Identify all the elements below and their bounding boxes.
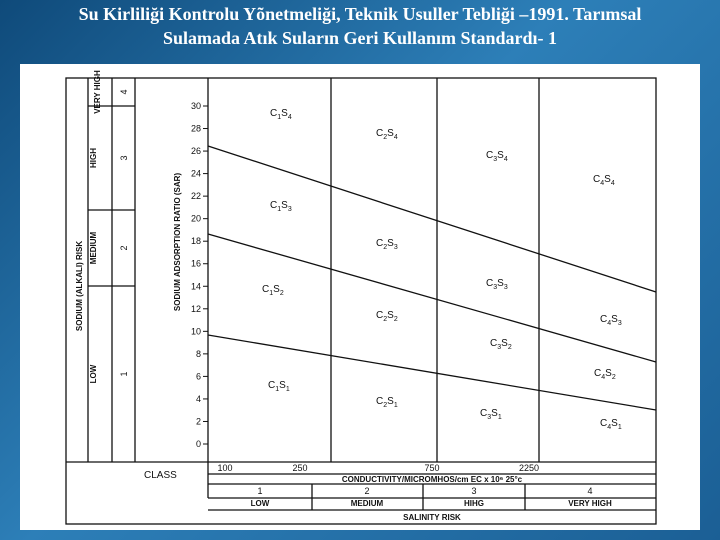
zone-label-c3s1: C3S1 (480, 408, 502, 421)
title-line-1: Su Kirliliği Kontrolu Yõnetmeliği, Tekni… (78, 4, 642, 24)
outer-frame (65, 77, 657, 525)
sar-axis-label: SODIUM ADSORPTION RATIO (SAR) (173, 173, 182, 312)
salinity-class-name-2: MEDIUM (351, 499, 384, 508)
y-tick-label: 18 (191, 236, 201, 246)
y-tick-label: 4 (196, 394, 201, 404)
zone-label-c2s2: C2S2 (376, 310, 398, 323)
y-tick-label: 0 (196, 439, 201, 449)
salinity-class-number-4: 4 (587, 486, 592, 496)
salinity-class-name-1: LOW (251, 499, 270, 508)
y-tick-label: 10 (191, 326, 201, 336)
zone-label-c1s4: C1S4 (270, 108, 292, 121)
sodium-class-number-3: 3 (119, 155, 129, 160)
salinity-class-name-3: HIHG (464, 499, 484, 508)
salinity-class-name-4: VERY HIGH (568, 499, 612, 508)
salinity-class-number-1: 1 (257, 486, 262, 496)
y-tick-marks (203, 105, 208, 445)
sodium-class-number-2: 2 (119, 245, 129, 250)
zone-label-c2s3: C2S3 (376, 238, 398, 251)
title-line-2: Sulamada Atık Suların Geri Kullanım Stan… (162, 28, 558, 48)
zone-label-c3s3: C3S3 (486, 278, 508, 291)
salinity-class-number-3: 3 (471, 486, 476, 496)
conductivity-axis-label: CONDUCTIVITY/MICROMHOS/cm EC x 10⁶ 25°c (342, 475, 523, 484)
y-tick-label: 22 (191, 191, 201, 201)
zone-label-c2s4: C2S4 (376, 128, 398, 141)
salinity-class-number-2: 2 (364, 486, 369, 496)
salinity-sodium-diagram: 0 2 4 6 8 10 12 14 16 18 20 22 24 26 28 30 SODIUM (ALKA… (20, 64, 700, 530)
zone-label-c2s1: C2S1 (376, 396, 398, 409)
y-tick-label: 8 (196, 349, 201, 359)
x-tick-750: 750 (424, 463, 439, 473)
y-tick-label: 30 (191, 101, 201, 111)
boundary-s2-s1 (207, 334, 657, 411)
y-tick-label: 12 (191, 304, 201, 314)
zone-label-c4s1: C4S1 (600, 418, 622, 431)
y-tick-label: 2 (196, 416, 201, 426)
y-tick-label: 14 (191, 281, 201, 291)
sodium-risk-axis-label: SODIUM (ALKALI) RISK (75, 241, 84, 331)
y-tick-label: 24 (191, 169, 201, 179)
y-tick-label: 28 (191, 124, 201, 134)
class-label: CLASS (144, 470, 177, 481)
sodium-class-number-1: 1 (119, 371, 129, 376)
y-tick-label: 26 (191, 146, 201, 156)
sodium-class-name-2: MEDIUM (89, 231, 98, 264)
zone-label-c3s2: C3S2 (490, 338, 512, 351)
sodium-class-number-4: 4 (119, 89, 129, 94)
zone-label-c4s4: C4S4 (593, 174, 615, 187)
zone-label-c1s3: C1S3 (270, 200, 292, 213)
zone-label-c4s3: C4S3 (600, 314, 622, 327)
salinity-risk-label: SALINITY RISK (403, 513, 461, 522)
sodium-class-name-1: LOW (89, 364, 98, 383)
sodium-class-name-4: VERY HIGH (93, 70, 102, 114)
boundary-s4-s3 (207, 145, 657, 293)
zone-label-c1s1: C1S1 (268, 380, 290, 393)
y-tick-label: 16 (191, 259, 201, 269)
zone-label-c3s4: C3S4 (486, 150, 508, 163)
y-tick-label: 20 (191, 214, 201, 224)
boundary-s3-s2 (207, 233, 657, 363)
y-tick-label: 6 (196, 371, 201, 381)
zone-label-c4s2: C4S2 (594, 368, 616, 381)
x-tick-100: 100 (217, 463, 232, 473)
slide-title: Su Kirliliği Kontrolu Yõnetmeliği, Tekni… (0, 2, 720, 50)
zone-label-c1s2: C1S2 (262, 284, 284, 297)
zone-labels: C1S4 C2S4 C3S4 C4S4 C1S3 C2S3 C3S3 C4S3 C1S2 C2S2… (262, 108, 622, 431)
sodium-class-name-3: HIGH (89, 148, 98, 168)
x-tick-250: 250 (292, 463, 307, 473)
x-tick-2250: 2250 (519, 463, 539, 473)
